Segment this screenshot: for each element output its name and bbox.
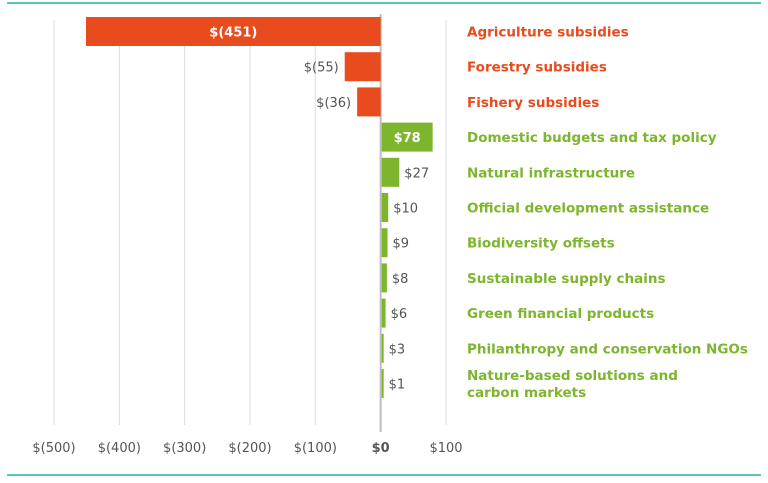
bar-value-label: $8 [392,272,409,287]
category-label: Official development assistance [467,201,709,217]
category-label: Forestry subsidies [467,60,607,76]
bar-value-label: $9 [393,237,410,252]
bar-value-label: $(451) [209,26,257,41]
category-label: Agriculture subsidies [467,25,629,41]
category-label: carbon markets [467,385,586,401]
bar-value-label: $3 [389,342,406,357]
bottom-rule [7,474,761,476]
bar-value-label: $78 [394,131,421,146]
bar [381,369,384,398]
category-label: Philanthropy and conservation NGOs [467,341,748,357]
x-tick-label: $0 [372,441,390,456]
bar [381,157,400,187]
bar [381,193,389,222]
category-label: Fishery subsidies [467,95,599,111]
x-tick-label: $(200) [228,441,271,456]
category-labels-layer: Agriculture subsidies Forestry subsidies F… [467,25,748,402]
bar-value-label: $1 [389,378,406,393]
category-label: Green financial products [467,306,654,322]
category-label: Biodiversity offsets [467,236,615,252]
x-tick-label: $(100) [294,441,337,456]
bar [381,333,384,363]
bar-value-label: $(55) [304,61,339,76]
bar-value-label: $(36) [316,96,351,111]
category-label: Natural infrastructure [467,165,635,181]
top-rule [7,2,761,4]
x-tick-label: $(400) [98,441,141,456]
category-label: Nature-based solutions and [467,368,678,384]
x-axis-tick-labels: $(500) $(400) $(300) $(200) $(100) $0 $100 [32,441,462,456]
value-labels-layer: $(451) $(55) $(36) $78 $27 $10 $9 $8 $6 $3 $1 [209,26,429,393]
bars-layer [86,17,433,398]
bar [86,17,381,46]
bar [344,52,381,82]
x-tick-label: $(300) [163,441,206,456]
x-tick-label: $(500) [32,441,75,456]
x-tick-label: $100 [429,441,462,456]
bar [381,298,386,328]
category-label: Domestic budgets and tax policy [467,130,717,146]
bar-value-label: $27 [404,166,429,181]
bar [381,122,433,152]
bar-value-label: $6 [391,307,408,322]
grid-layer [53,14,447,432]
bar-value-label: $10 [393,202,418,217]
bar [381,228,388,258]
category-label: Sustainable supply chains [467,271,666,287]
bar [357,87,381,117]
bar [381,263,387,293]
